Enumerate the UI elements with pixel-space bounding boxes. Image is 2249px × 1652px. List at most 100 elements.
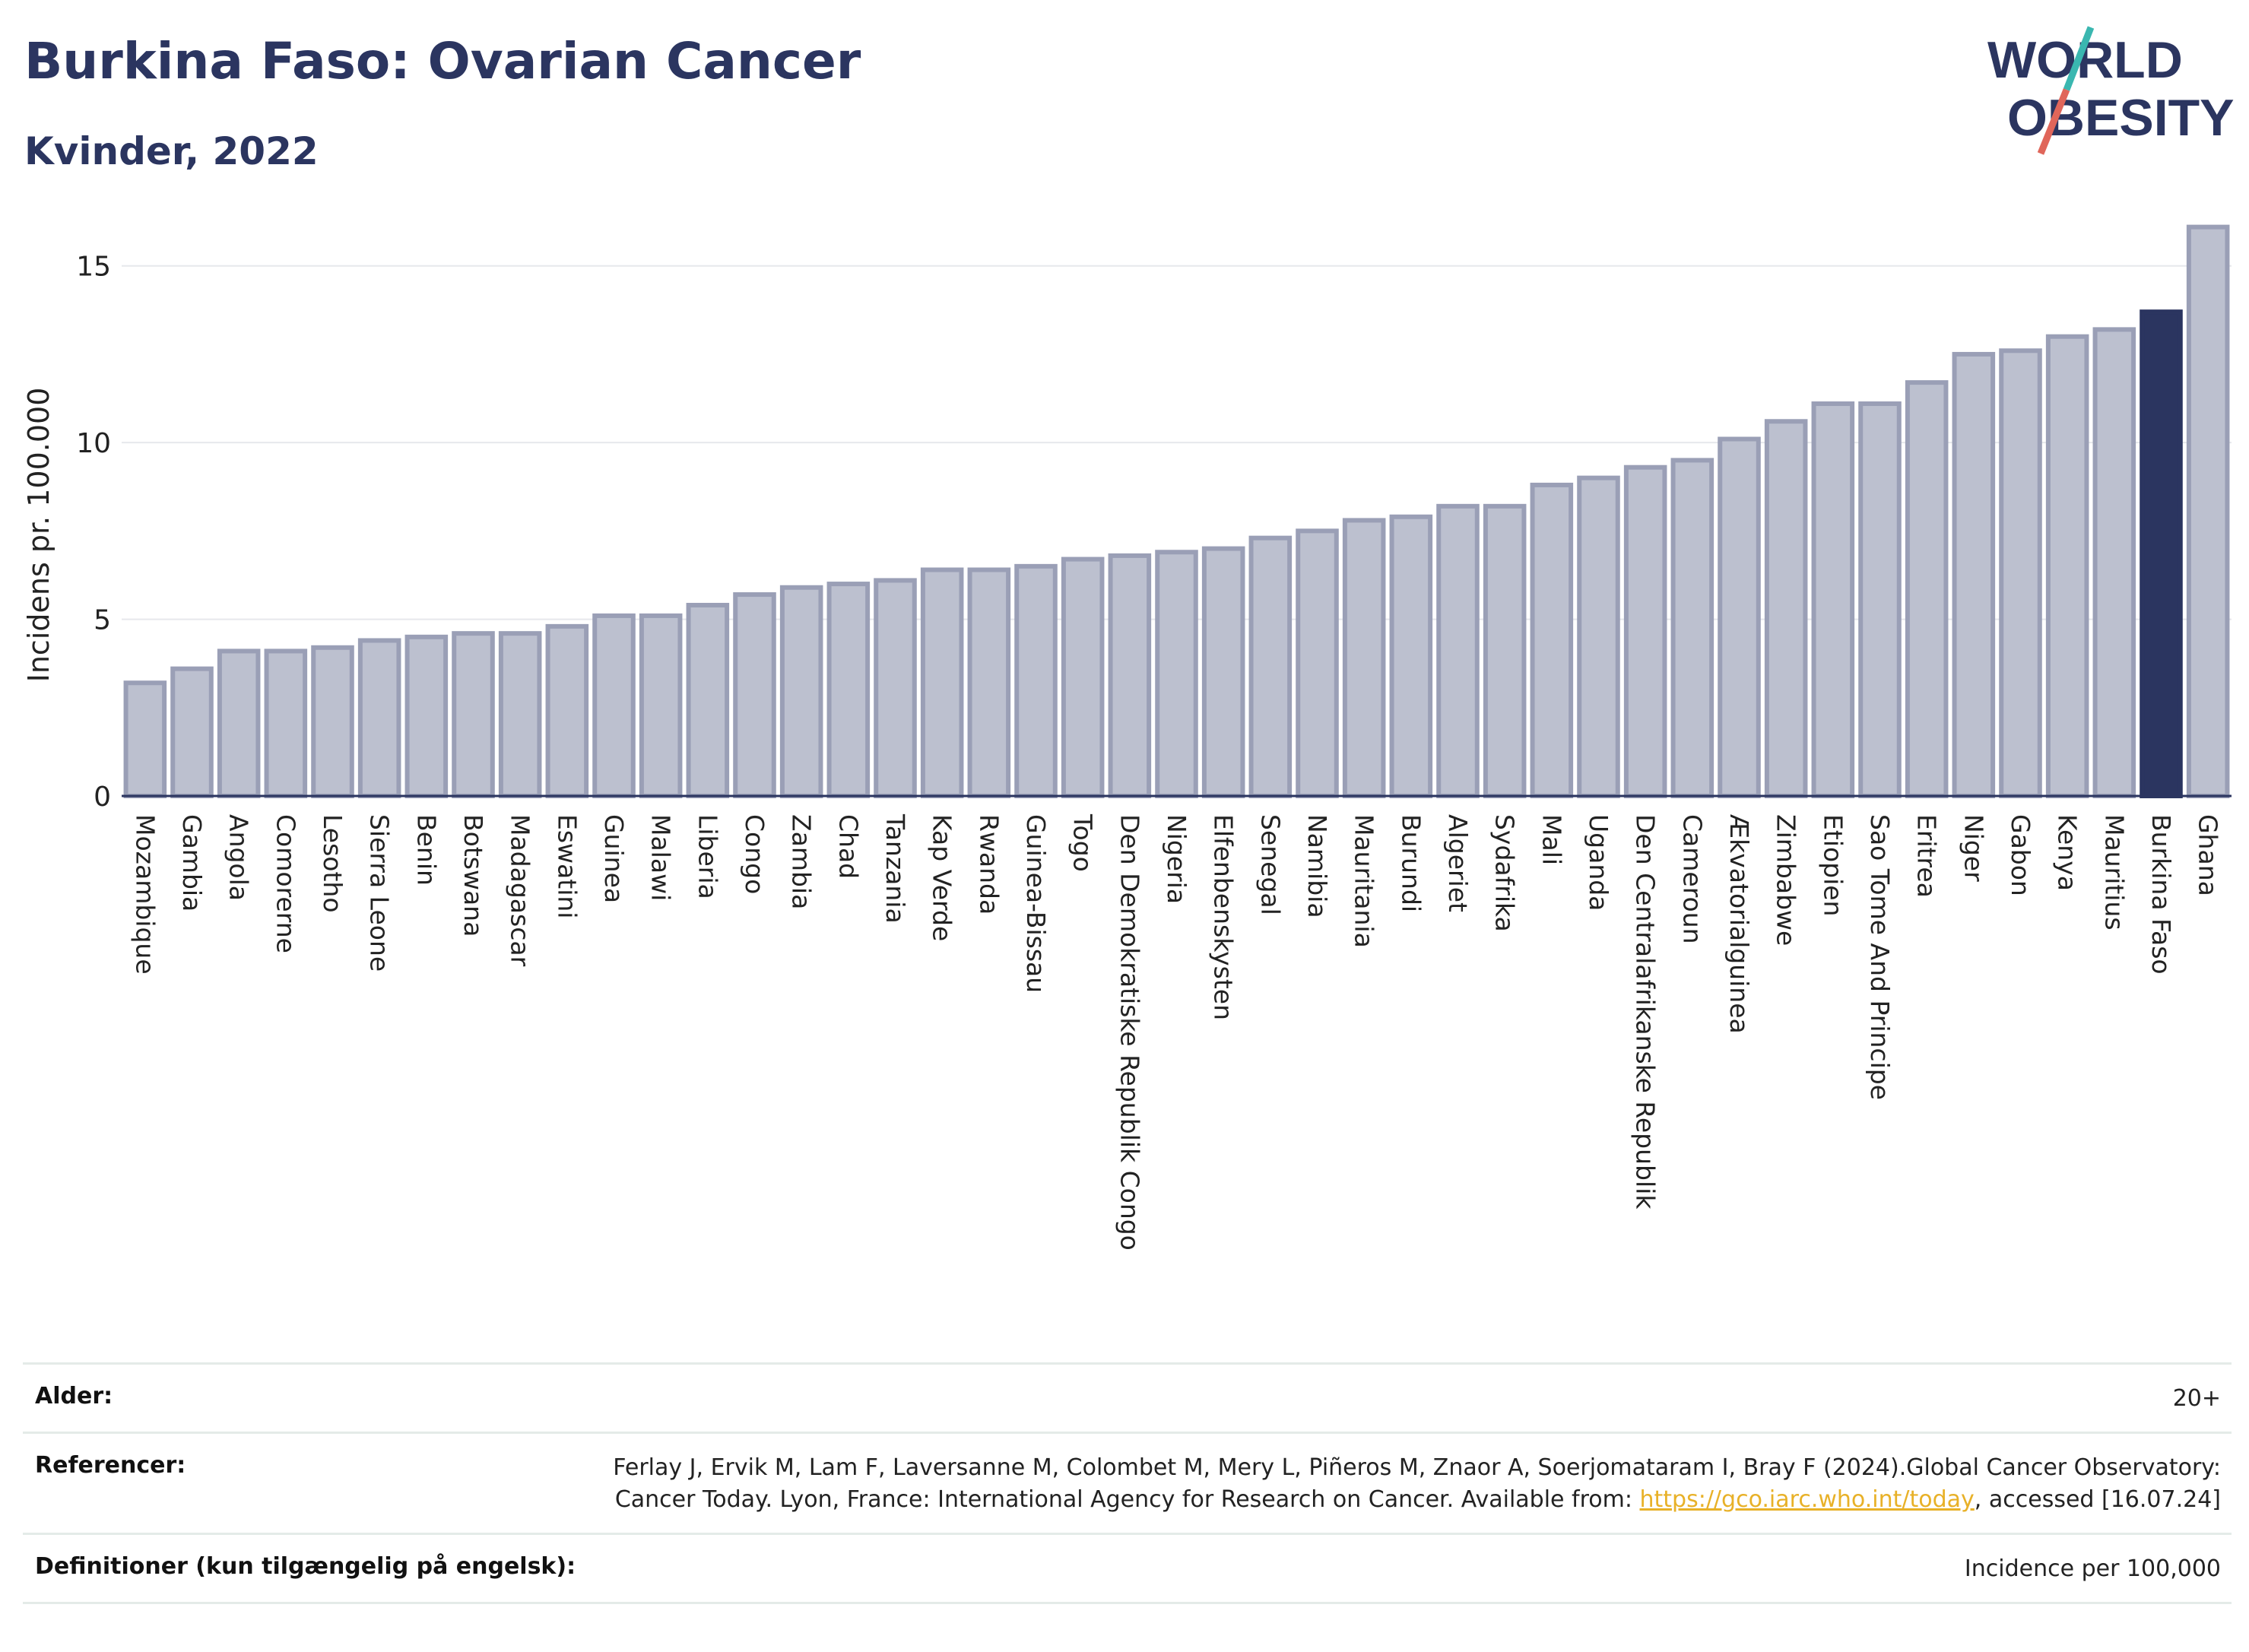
- x-tick-label: Burkina Faso: [2146, 814, 2176, 975]
- bar: [357, 638, 401, 799]
- bar: [1670, 458, 1715, 798]
- references-text: Ferlay J, Ervik M, Lam F, Laversanne M, …: [609, 1452, 2221, 1516]
- bar: [1952, 351, 1996, 798]
- x-tick-label: Eritrea: [1912, 814, 1942, 898]
- logo-line2: OBESITY: [2007, 89, 2235, 147]
- y-tick-label: 10: [76, 428, 111, 459]
- bar: [1483, 503, 1527, 798]
- x-tick-label: Madagascar: [506, 814, 535, 967]
- x-tick-label: Niger: [1959, 814, 1988, 882]
- y-tick-label: 15: [76, 252, 111, 283]
- x-tick-label: Gambia: [177, 814, 207, 912]
- x-tick-label: Congo: [740, 814, 769, 894]
- x-tick-labels: Mozambique Gambia Angola Comorerne Lesotho Si…: [130, 813, 2222, 1251]
- x-tick-label: Uganda: [1584, 814, 1613, 911]
- x-tick-label: Kenya: [2053, 814, 2082, 891]
- bar: [311, 645, 354, 798]
- bar: [1718, 436, 1761, 798]
- bar: [545, 623, 589, 799]
- y-axis-label: Incidens pr. 100.000: [22, 388, 56, 683]
- bar: [733, 592, 776, 798]
- x-tick-label: Cameroun: [1677, 814, 1707, 944]
- x-tick-label: Sao Tome And Principe: [1865, 814, 1895, 1100]
- bar: [123, 680, 167, 798]
- bar: [1436, 503, 1480, 798]
- bar: [1248, 535, 1293, 798]
- bar: [2045, 334, 2089, 799]
- bar: [452, 631, 495, 798]
- references-text-end: , accessed [16.07.24]: [1974, 1486, 2221, 1513]
- bar: [264, 648, 308, 798]
- x-tick-label: Senegal: [1255, 814, 1285, 915]
- definitions-label: Definitioner (kun tilgængelig på engelsk…: [35, 1553, 576, 1580]
- x-tick-label: Kap Verde: [928, 814, 957, 941]
- x-tick-label: Etiopien: [1818, 814, 1848, 916]
- x-tick-label: Mauritius: [2099, 814, 2129, 931]
- bar: [1530, 482, 1574, 798]
- logo-slash-teal: [2063, 26, 2095, 91]
- x-tick-label: Den Demokratiske Republik Congo: [1115, 814, 1144, 1251]
- x-tick-label: Comorerne: [271, 814, 300, 953]
- y-tick-labels: 0 5 10 15: [76, 252, 111, 813]
- bar: [639, 613, 683, 798]
- y-tick-label: 0: [94, 782, 111, 813]
- bar: [920, 567, 964, 798]
- x-tick-label: Zimbabwe: [1772, 814, 1801, 946]
- references-link[interactable]: https://gco.iarc.who.int/today: [1639, 1486, 1975, 1513]
- footer-row-age: Alder: 20+: [23, 1362, 2232, 1432]
- bar: [1201, 546, 1245, 798]
- bar: [170, 666, 214, 798]
- bar: [1623, 465, 1667, 798]
- bar: [1389, 514, 1433, 798]
- bar: [967, 567, 1011, 798]
- footer-row-definitions: Definitioner (kun tilgængelig på engelsk…: [23, 1533, 2232, 1604]
- chart-title: Burkina Faso: Ovarian Cancer: [24, 32, 861, 90]
- x-tick-label: Gabon: [2006, 814, 2035, 896]
- footer-row-references: Referencer: Ferlay J, Ervik M, Lam F, La…: [23, 1432, 2232, 1533]
- bar: [1296, 528, 1339, 798]
- x-tick-label: Angola: [224, 814, 254, 901]
- x-tick-label: Nigeria: [1162, 814, 1191, 904]
- bar: [826, 582, 871, 798]
- bars: [123, 224, 2230, 799]
- x-tick-label: Chad: [833, 814, 863, 879]
- x-tick-label: Liberia: [693, 814, 722, 899]
- y-tick-label: 5: [94, 605, 111, 636]
- x-tick-label: Ækvatorialguinea: [1724, 814, 1754, 1034]
- bar: [1061, 556, 1105, 798]
- x-tick-label: Sydafrika: [1490, 814, 1520, 932]
- references-text-start: Ferlay J, Ervik M, Lam F, Laversanne M, …: [613, 1454, 2221, 1513]
- logo-slash-red: [2037, 88, 2070, 155]
- x-tick-label: Botswana: [458, 814, 488, 937]
- world-obesity-logo: WORLD OBESITY: [1987, 26, 2235, 155]
- bar: [404, 634, 449, 798]
- x-tick-label: Den Centralafrikanske Republik: [1631, 814, 1661, 1210]
- references-label: Referencer:: [35, 1452, 186, 1479]
- bar: [1577, 475, 1620, 798]
- bar: [1155, 550, 1198, 798]
- x-tick-label: Elfenbenskysten: [1209, 814, 1239, 1020]
- x-tick-label: Zambia: [787, 814, 817, 909]
- x-tick-label: Tanzania: [880, 813, 910, 924]
- x-tick-label: Eswatini: [552, 814, 582, 918]
- x-tick-label: Guinea-Bissau: [1021, 814, 1051, 993]
- age-value: 20+: [2172, 1385, 2221, 1412]
- bar: [1108, 553, 1152, 798]
- x-tick-label: Burundi: [1396, 814, 1426, 912]
- bar: [686, 602, 730, 798]
- x-tick-label: Benin: [411, 814, 441, 886]
- bar: [592, 613, 636, 798]
- age-label: Alder:: [35, 1383, 113, 1409]
- footer-table: Alder: 20+ Referencer: Ferlay J, Ervik M…: [23, 1362, 2232, 1604]
- x-tick-label: Algeriet: [1443, 814, 1473, 912]
- x-tick-label: Togo: [1068, 813, 1098, 872]
- x-tick-label: Sierra Leone: [365, 814, 395, 972]
- bar: [779, 585, 823, 798]
- bar: [874, 578, 917, 799]
- chart-subtitle: Kvinder, 2022: [24, 129, 319, 173]
- bar: [1342, 518, 1386, 798]
- x-tick-label: Namibia: [1302, 814, 1332, 918]
- bar: [2186, 224, 2230, 799]
- bar: [2140, 309, 2183, 798]
- definitions-value: Incidence per 100,000: [1964, 1555, 2221, 1582]
